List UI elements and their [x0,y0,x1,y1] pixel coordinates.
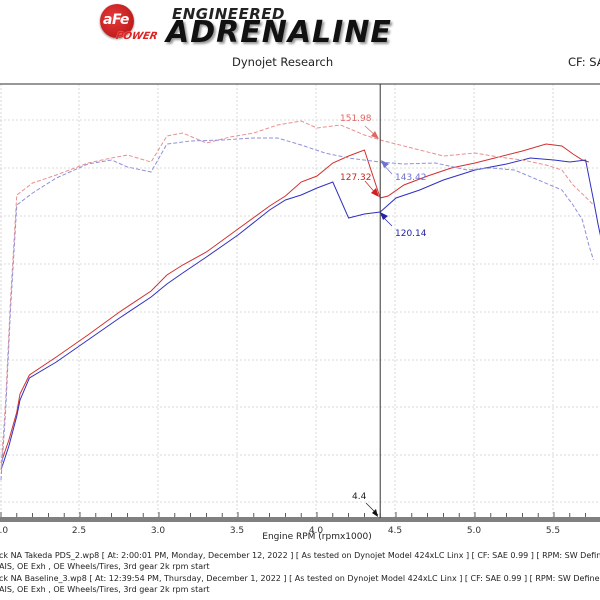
x-tick-label: 2.0 [0,526,9,536]
series-line-0 [0,143,589,464]
x-axis-bar [0,517,600,522]
series-line-3 [0,137,594,481]
series-line-2 [0,120,594,471]
x-tick-label: 5.0 [466,526,482,536]
grid [0,84,600,518]
torque-baseline-value: 143.42 [395,173,427,183]
series-layer [0,120,600,481]
chart-title: Dynojet Research [232,55,334,69]
x-tick-label: 3.5 [229,526,245,536]
run-2-details: ck NA Baseline_3.wp8 [ At: 12:39:54 PM, … [0,574,600,583]
dyno-chart [0,83,600,522]
x-tick-label: 4.5 [387,526,403,536]
logo-afe-text: aFe [103,12,129,28]
torque-takeda-value: 151.98 [340,114,372,124]
logo-engineered-text: ENGINEERED [172,5,285,23]
afe-logo-badge-icon [100,4,134,38]
run-1-notes: AIS, OE Exh , OE Wheels/Tires, 3rd gear … [0,562,210,571]
hp-takeda-value: 127.32 [340,173,372,183]
logo-adrenaline-text: ADRENALINE [166,15,392,50]
cursor-rpm-value: 4.4 [352,492,367,502]
annotation-arrows [364,125,393,227]
hp-baseline-value: 120.14 [395,229,427,239]
x-tick-label: 4.0 [308,526,324,536]
x-axis-label: Engine RPM (rpmx1000) [262,532,372,542]
x-tick-label: 2.5 [71,526,87,536]
x-axis-ticks [0,512,586,517]
correction-factor-label: CF: SA [568,55,600,69]
cursor-arrow-4.4 [365,502,379,517]
series-line-1 [0,157,600,471]
x-tick-label: 5.5 [545,526,561,536]
afe-power-logo: aFe POWER ENGINEERED ADRENALINE [96,2,476,50]
run-2-notes: AIS, OE Exh , OE Wheels/Tires, 3rd gear … [0,585,210,594]
run-1-details: ck NA Takeda PDS_2.wp8 [ At: 2:00:01 PM,… [0,551,600,560]
x-tick-label: 3.0 [150,526,166,536]
